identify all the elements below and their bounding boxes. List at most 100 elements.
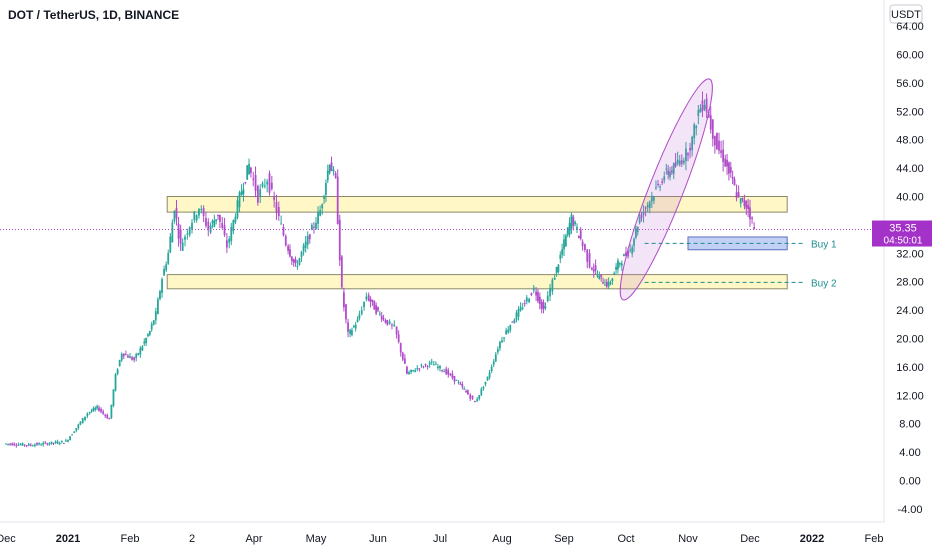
- candle-body: [434, 363, 437, 365]
- candle-body: [635, 228, 637, 238]
- x-tick-label: Oct: [617, 533, 634, 545]
- candle-body: [401, 352, 404, 360]
- candle-body: [40, 444, 43, 446]
- candle-body: [102, 411, 105, 414]
- candle-body: [139, 348, 142, 355]
- y-tick-label: 32.00: [896, 248, 924, 260]
- candle-body: [23, 444, 26, 446]
- candle-body: [259, 189, 262, 197]
- candle-body: [521, 307, 524, 309]
- candle-body: [232, 220, 235, 232]
- candle-body: [492, 361, 495, 365]
- candle-body: [576, 226, 578, 230]
- candle-body: [574, 221, 577, 224]
- x-tick-label: 2021: [56, 533, 80, 545]
- candle-body: [602, 282, 604, 284]
- candle-body: [747, 205, 750, 209]
- candle-body: [540, 301, 543, 309]
- candle-body: [588, 253, 591, 268]
- x-tick-label: Aug: [492, 533, 512, 545]
- zone-support: [166, 274, 788, 290]
- candle-body: [147, 334, 149, 337]
- candle-body: [25, 445, 28, 447]
- candle-body: [646, 204, 649, 208]
- candle-body: [561, 249, 564, 255]
- y-axis[interactable]: 64.0060.0056.0052.0048.0044.0040.0036.00…: [896, 21, 924, 516]
- candle-body: [551, 279, 554, 292]
- candle-body: [86, 413, 89, 417]
- chart-title: DOT / TetherUS, 1D, BINANCE: [8, 8, 179, 22]
- candle-body: [513, 319, 516, 324]
- candle-body: [511, 321, 514, 323]
- candle-body: [729, 167, 732, 173]
- candle-body: [202, 208, 205, 216]
- candle-body: [310, 224, 313, 230]
- candle-body: [615, 266, 617, 270]
- candle-body: [326, 170, 329, 181]
- plot-area[interactable]: Buy 1 Buy 2: [0, 73, 872, 448]
- candle-body: [611, 278, 614, 282]
- candle-body: [36, 443, 38, 445]
- candle-body: [412, 370, 415, 372]
- candle-body: [193, 211, 196, 221]
- candle-body: [749, 207, 751, 220]
- candle-body: [167, 253, 170, 264]
- candle-body: [48, 443, 51, 445]
- candle-body: [538, 296, 541, 304]
- candle-body: [234, 216, 237, 223]
- candle-body: [393, 324, 396, 327]
- candle-body: [225, 240, 228, 248]
- candle-body: [11, 443, 14, 446]
- y-tick-label: 64.00: [896, 21, 924, 33]
- candle-body: [191, 222, 193, 230]
- candle-body: [52, 442, 55, 444]
- candle-body: [56, 441, 59, 444]
- candle-body: [505, 330, 508, 335]
- candle-body: [669, 171, 671, 178]
- candle-body: [653, 196, 655, 201]
- candle-body: [27, 443, 30, 446]
- candle-body: [250, 167, 252, 173]
- candle-body: [406, 366, 408, 374]
- candle-body: [81, 418, 84, 424]
- candle-body: [488, 372, 491, 378]
- candle-body: [270, 182, 273, 189]
- candle-body: [42, 443, 45, 445]
- x-tick-label: Dec: [740, 533, 760, 545]
- candle-body: [373, 300, 376, 310]
- candle-body: [737, 192, 740, 197]
- candle-body: [403, 358, 406, 364]
- candle-body: [98, 407, 100, 411]
- candle-body: [473, 400, 476, 403]
- candle-body: [157, 299, 159, 314]
- candle-body: [60, 440, 63, 442]
- candle-body: [467, 390, 469, 395]
- candle-body: [705, 98, 708, 113]
- candle-body: [325, 182, 327, 195]
- candle-body: [143, 341, 146, 344]
- candle-body: [277, 207, 280, 217]
- candle-body: [261, 183, 264, 187]
- candle-body: [579, 229, 582, 239]
- candle-body: [213, 220, 216, 227]
- candle-body: [219, 214, 221, 222]
- candle-body: [703, 104, 706, 110]
- price-layer: [0, 91, 872, 448]
- candle-body: [84, 416, 86, 420]
- candle-body: [377, 307, 379, 311]
- candle-body: [256, 185, 259, 203]
- candle-body: [340, 256, 343, 288]
- x-axis[interactable]: Dec 2021 Feb 2 Apr May Jun Jul Aug Sep Oct Nov Dec 20…: [0, 533, 883, 545]
- candle-body: [546, 295, 549, 301]
- candle-body: [186, 233, 189, 235]
- candle-body: [79, 421, 82, 425]
- candle-body: [351, 330, 353, 335]
- candle-body: [181, 242, 184, 251]
- candle-body: [304, 241, 307, 248]
- currency-badge[interactable]: USDT: [889, 4, 923, 24]
- current-price-value: 35.35: [889, 223, 917, 235]
- candle-body: [135, 354, 138, 358]
- candle-body: [371, 299, 374, 302]
- candle-body: [298, 258, 301, 265]
